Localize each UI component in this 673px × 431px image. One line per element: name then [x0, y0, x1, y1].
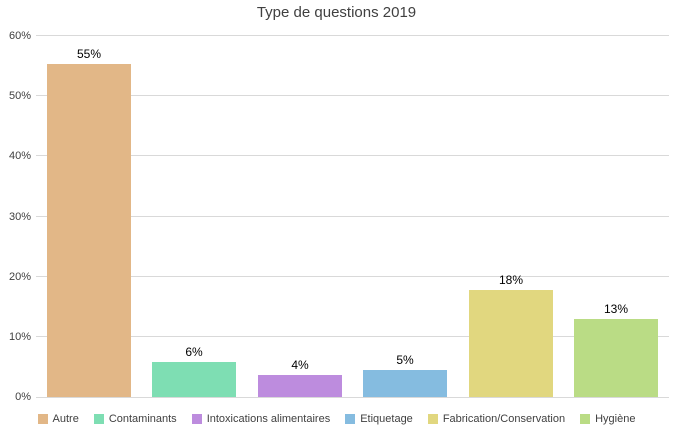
bar-contaminants — [152, 362, 236, 397]
bar-intoxications-alimentaires — [258, 375, 342, 397]
y-axis-tick-label: 50% — [8, 90, 31, 103]
data-label-intoxications-alimentaires: 4% — [291, 358, 309, 372]
legend-item-fabrication-conservation: Fabrication/Conservation — [427, 413, 566, 425]
y-axis-tick-label: 60% — [8, 30, 31, 42]
legend-swatch-etiquetage — [345, 414, 356, 424]
gridline-0% — [36, 397, 669, 398]
gridline-30% — [36, 215, 669, 217]
legend-item-etiquetage: Etiquetage — [345, 413, 413, 425]
legend-item-intoxications-alimentaires: Intoxications alimentaires — [191, 413, 331, 425]
bar-hygi-ne — [574, 319, 658, 397]
legend-swatch-intoxications-alimentaires — [191, 414, 202, 424]
bar-fabrication-conservation — [469, 290, 553, 397]
gridline-60% — [36, 35, 669, 36]
gridline-50% — [36, 95, 669, 97]
chart-title: Type de questions 2019 — [256, 4, 417, 21]
legend-label-hygi-ne: Hygiène — [595, 413, 636, 425]
legend-item-autre: Autre — [37, 413, 79, 425]
y-axis-tick-label: 10% — [8, 330, 31, 343]
legend-label-etiquetage: Etiquetage — [360, 413, 413, 425]
legend-swatch-fabrication-conservation — [427, 414, 438, 424]
data-label-contaminants: 6% — [185, 345, 203, 359]
data-label-hygi-ne: 13% — [603, 302, 629, 316]
legend-label-contaminants: Contaminants — [108, 413, 177, 425]
data-label-etiquetage: 5% — [396, 353, 414, 367]
gridline-20% — [36, 275, 669, 277]
y-axis-tick-label: 30% — [8, 210, 31, 223]
legend-swatch-autre — [37, 414, 48, 424]
y-axis-tick-label: 0% — [15, 391, 31, 403]
legend-item-hygi-ne: Hygiène — [580, 413, 635, 425]
gridline-40% — [36, 155, 669, 157]
legend-swatch-contaminants — [93, 414, 104, 424]
bar-autre — [47, 64, 131, 397]
legend-swatch-hygi-ne — [580, 414, 591, 424]
plot-area: 55% 6% 4% 5% 18% 13% — [36, 35, 669, 398]
gridline-10% — [36, 335, 669, 337]
data-label-autre: 55% — [76, 47, 102, 61]
legend-label-intoxications-alimentaires: Intoxications alimentaires — [206, 413, 331, 425]
y-axis-tick-label: 20% — [8, 270, 31, 283]
legend-item-contaminants: Contaminants — [93, 413, 177, 425]
y-axis-tick-label: 40% — [8, 150, 31, 163]
legend: Autre Contaminants Intoxications alimentai… — [0, 413, 673, 425]
legend-label-fabrication-conservation: Fabrication/Conservation — [442, 413, 566, 425]
bar-etiquetage — [363, 370, 447, 397]
legend-label-autre: Autre — [52, 413, 79, 425]
data-label-fabrication-conservation: 18% — [498, 273, 524, 287]
